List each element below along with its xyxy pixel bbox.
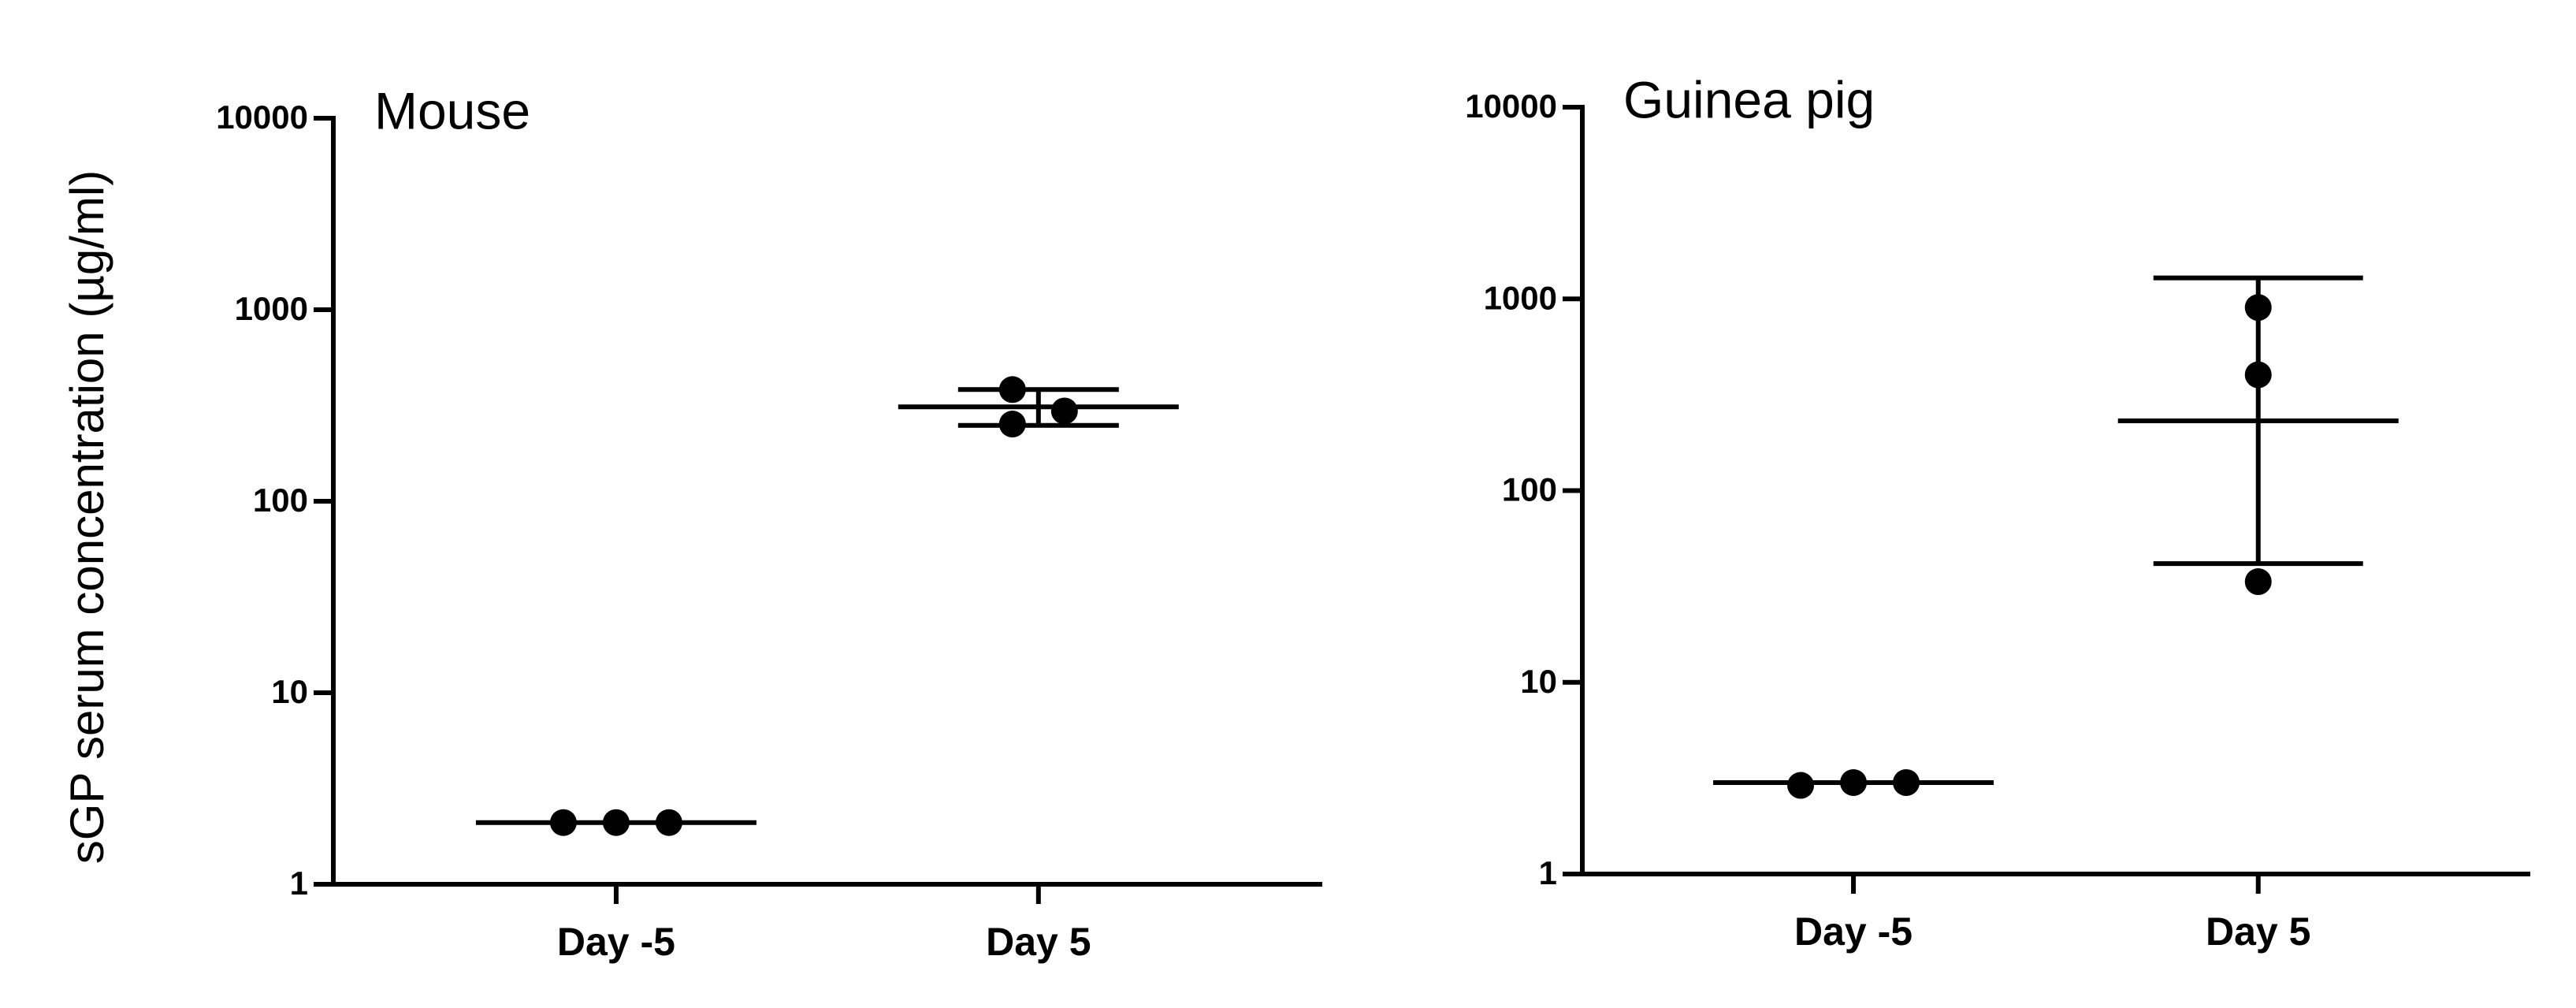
y-tick-label: 10000 bbox=[1465, 87, 1557, 125]
chart-title: Guinea pig bbox=[1623, 70, 1875, 128]
y-tick-label: 10000 bbox=[216, 99, 308, 136]
data-point bbox=[1050, 397, 1078, 425]
x-tick-label: Day -5 bbox=[1794, 909, 1912, 954]
y-tick-label: 100 bbox=[253, 482, 308, 519]
x-tick-label: Day 5 bbox=[986, 920, 1091, 964]
data-point bbox=[2244, 361, 2272, 389]
chart-title: Mouse bbox=[374, 81, 530, 139]
y-axis-label: sGP serum concentration (µg/ml) bbox=[61, 170, 113, 864]
y-tick-label: 100 bbox=[1502, 471, 1557, 508]
x-tick-label: Day 5 bbox=[2206, 909, 2310, 954]
data-point bbox=[1787, 772, 1815, 799]
y-tick-label: 1000 bbox=[1484, 279, 1557, 316]
y-tick-label: 1 bbox=[1539, 854, 1557, 891]
data-point bbox=[998, 376, 1026, 404]
data-point bbox=[2244, 294, 2272, 322]
y-tick-label: 1000 bbox=[235, 290, 308, 327]
data-point bbox=[998, 411, 1026, 438]
y-tick-label: 10 bbox=[1520, 663, 1557, 700]
x-tick-label: Day -5 bbox=[557, 920, 675, 964]
data-point bbox=[2244, 568, 2272, 596]
y-tick-label: 1 bbox=[290, 865, 308, 902]
y-tick-label: 10 bbox=[271, 673, 308, 710]
